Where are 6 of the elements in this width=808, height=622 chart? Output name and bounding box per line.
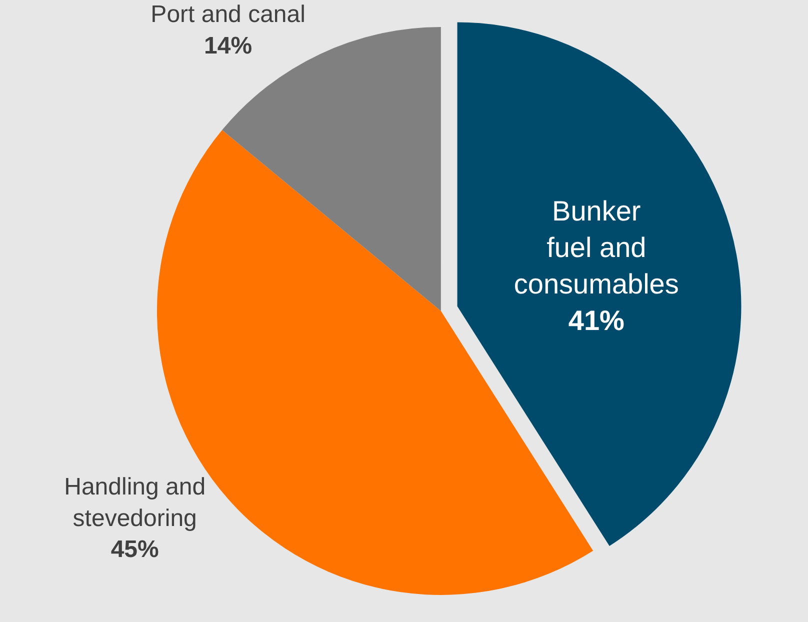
data-label: 41% — [568, 304, 625, 336]
slice-label: Handling and stevedoring — [64, 474, 206, 532]
slice-label: Bunker fuel and consumables — [514, 196, 679, 300]
data-label: 45% — [110, 536, 159, 564]
data-label: 14% — [204, 32, 252, 60]
slice-label: Port and canal — [150, 1, 306, 28]
